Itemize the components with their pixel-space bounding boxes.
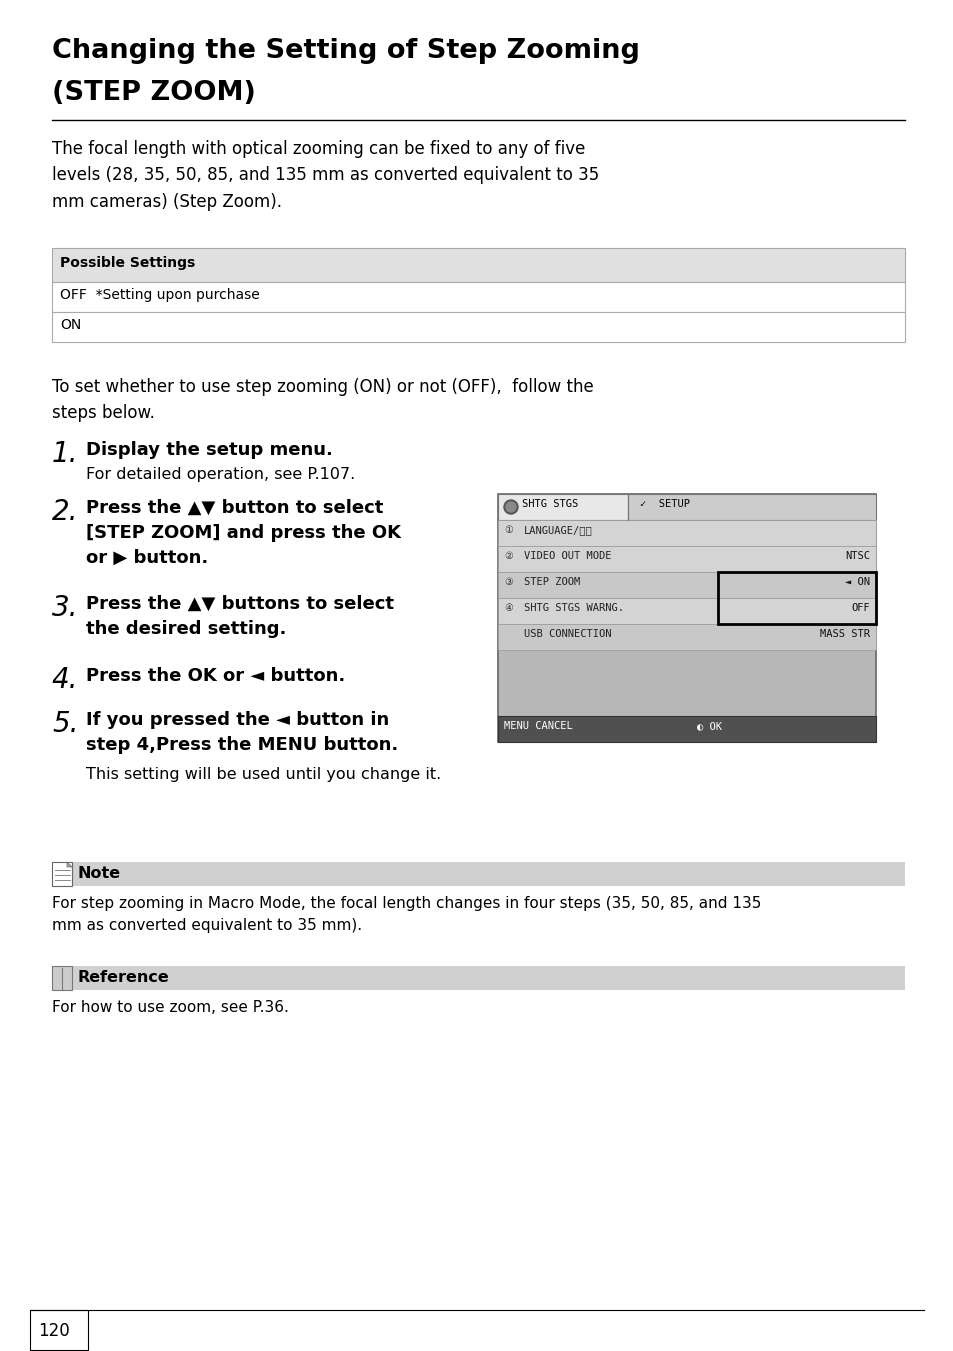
Text: ③: ③ [503,577,512,586]
Text: Press the ▲▼ button to select
[STEP ZOOM] and press the OK
or ▶ button.: Press the ▲▼ button to select [STEP ZOOM… [86,499,400,567]
Bar [497,520,875,546]
Text: Press the ▲▼ buttons to select
the desired setting.: Press the ▲▼ buttons to select the desir… [86,594,394,638]
Bar [30,1310,88,1350]
Circle shape [505,503,516,512]
Bar [52,862,904,886]
Text: For how to use zoom, see P.36.: For how to use zoom, see P.36. [52,1000,289,1015]
Text: Reference: Reference [78,970,170,985]
Text: The focal length with optical zooming can be fixed to any of five
levels (28, 35: The focal length with optical zooming ca… [52,141,598,211]
Text: USB CONNECTION: USB CONNECTION [523,630,611,639]
Text: MASS STR: MASS STR [820,630,869,639]
Text: ✓  SETUP: ✓ SETUP [639,499,689,509]
Bar [497,546,875,571]
Bar [52,862,71,886]
Text: 1.: 1. [52,440,78,467]
Polygon shape [67,862,71,867]
Text: Note: Note [78,866,121,881]
Text: ON: ON [60,317,81,332]
Text: STEP ZOOM: STEP ZOOM [523,577,579,586]
Bar [627,494,875,520]
Text: OFF  *Setting upon purchase: OFF *Setting upon purchase [60,288,259,303]
Text: 120: 120 [38,1323,70,1340]
Text: For step zooming in Macro Mode, the focal length changes in four steps (35, 50, : For step zooming in Macro Mode, the foca… [52,896,760,934]
Bar [497,624,875,650]
Text: ②: ② [503,551,512,561]
Bar [497,716,875,742]
Bar [52,966,904,990]
Text: VIDEO OUT MODE: VIDEO OUT MODE [523,551,611,561]
Text: 3.: 3. [52,594,78,621]
Text: 4.: 4. [52,666,78,694]
Text: Changing the Setting of Step Zooming: Changing the Setting of Step Zooming [52,38,639,63]
Text: To set whether to use step zooming (ON) or not (OFF),  follow the
steps below.: To set whether to use step zooming (ON) … [52,378,593,423]
Bar [497,571,875,598]
Text: For detailed operation, see P.107.: For detailed operation, see P.107. [86,467,355,482]
Text: OFF: OFF [850,603,869,613]
Text: 5.: 5. [52,711,78,738]
Text: (STEP ZOOM): (STEP ZOOM) [52,80,255,105]
Text: 2.: 2. [52,499,78,526]
Bar [718,571,875,624]
Bar [497,494,875,742]
Bar [52,249,904,282]
Bar [497,598,875,624]
Text: LANGUAGE/言語: LANGUAGE/言語 [523,526,592,535]
Text: Press the OK or ◄ button.: Press the OK or ◄ button. [86,667,345,685]
Text: MENU CANCEL: MENU CANCEL [503,721,572,731]
Text: SHTG STGS WARNG.: SHTG STGS WARNG. [523,603,623,613]
Text: Display the setup menu.: Display the setup menu. [86,440,333,459]
Text: ④: ④ [503,603,512,613]
Text: This setting will be used until you change it.: This setting will be used until you chan… [86,767,441,782]
Text: ①: ① [503,526,512,535]
Text: Possible Settings: Possible Settings [60,255,195,270]
Text: ◐ OK: ◐ OK [697,721,721,731]
Bar [497,494,627,520]
Circle shape [503,500,517,513]
Text: SHTG STGS: SHTG STGS [521,499,578,509]
Bar [52,966,71,990]
Bar [52,312,904,342]
Text: NTSC: NTSC [844,551,869,561]
Bar [52,282,904,312]
Text: If you pressed the ◄ button in
step 4,Press the MENU button.: If you pressed the ◄ button in step 4,Pr… [86,711,397,754]
Text: ◄ ON: ◄ ON [844,577,869,586]
